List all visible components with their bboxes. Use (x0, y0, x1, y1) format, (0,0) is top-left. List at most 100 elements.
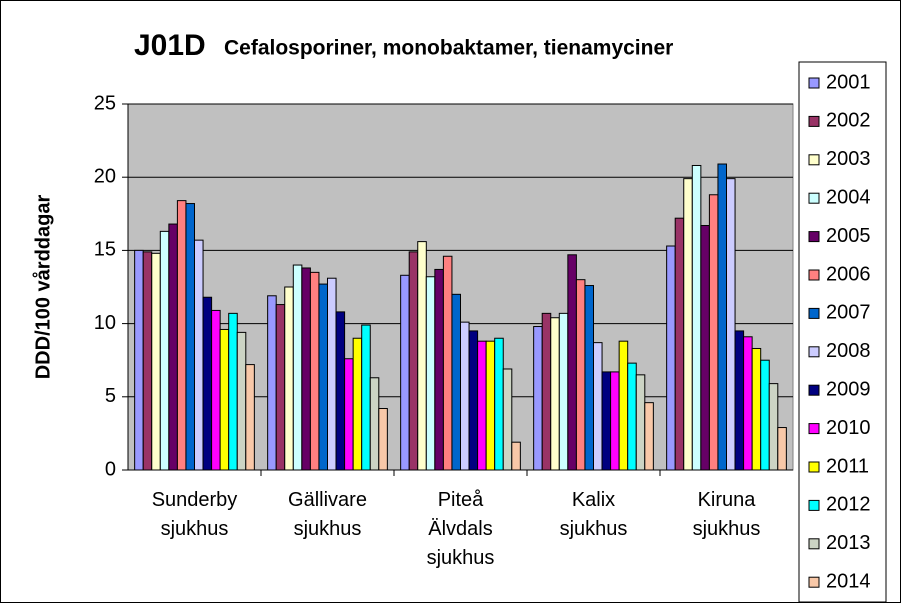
bar (159, 230, 170, 471)
bar (327, 277, 337, 471)
legend-swatch (808, 231, 820, 243)
bar (674, 217, 685, 471)
bar (245, 364, 255, 471)
bar (425, 276, 436, 471)
legend-label: 2013 (826, 532, 871, 554)
legend-label: 2007 (826, 302, 871, 324)
bar (267, 295, 277, 471)
bar (618, 340, 629, 471)
legend-swatch (808, 269, 820, 281)
bar (417, 241, 427, 471)
bar (708, 194, 719, 471)
chart-title: J01D (134, 29, 206, 62)
chart-subtitle: Cefalosporiner, monobaktamer, tienamycin… (224, 37, 673, 60)
legend-swatch (808, 538, 820, 550)
legend-label: 2010 (826, 417, 871, 439)
bar (533, 326, 543, 471)
legend-label: 2014 (826, 570, 871, 592)
bar (284, 286, 294, 471)
bar (408, 251, 419, 471)
x-tick-label: Gällivare sjukhus (288, 489, 367, 540)
legend-swatch (808, 192, 820, 204)
bar (185, 203, 195, 471)
legend-swatch (808, 77, 820, 89)
y-tick-label: 0 (105, 458, 116, 480)
legend-swatch (808, 115, 820, 127)
legend-label: 2008 (826, 340, 871, 362)
x-tick-label: Sunderby sjukhus (152, 489, 238, 540)
bar (301, 267, 311, 471)
bar (211, 309, 221, 471)
bar (335, 311, 346, 471)
bar (751, 347, 762, 471)
bar (726, 178, 736, 471)
bar (361, 324, 371, 471)
legend-swatch (808, 154, 820, 166)
y-tick-label: 15 (94, 239, 116, 261)
legend-swatch (808, 384, 820, 396)
x-tick-label: Kalix sjukhus (560, 489, 628, 540)
bar (134, 249, 144, 471)
legend-label: 2009 (826, 378, 871, 400)
bar (777, 427, 787, 471)
bar (151, 252, 161, 471)
bar (176, 200, 187, 471)
bar (635, 374, 646, 471)
bar (584, 285, 595, 471)
legend-swatch (808, 346, 820, 358)
legend-swatch (808, 461, 820, 473)
y-tick-label: 5 (105, 385, 116, 407)
bar (194, 239, 204, 471)
y-tick-label: 10 (94, 312, 116, 334)
y-tick-label: 20 (94, 165, 116, 187)
legend-label: 2003 (826, 148, 871, 170)
bar (236, 331, 247, 471)
bar (318, 283, 329, 471)
bar (292, 264, 303, 471)
bar (468, 330, 479, 471)
legend-label: 2001 (826, 71, 871, 93)
bar (683, 178, 693, 471)
bar (734, 330, 745, 471)
bar (691, 164, 702, 471)
bar (442, 255, 453, 471)
bar (451, 293, 462, 471)
legend-label: 2012 (826, 494, 871, 516)
bar (601, 371, 612, 471)
bar (485, 340, 496, 471)
bar (275, 304, 286, 471)
bar (541, 312, 552, 471)
legend-label: 2005 (826, 225, 871, 247)
bar (352, 337, 363, 471)
bar (575, 279, 586, 471)
bar (369, 377, 380, 471)
bar (700, 225, 710, 471)
legend-swatch (808, 307, 820, 319)
legend-label: 2004 (826, 186, 871, 208)
bar (502, 368, 513, 471)
bar (142, 251, 153, 471)
bar (760, 359, 770, 471)
bar (344, 358, 354, 471)
bar (593, 342, 603, 471)
legend-swatch (808, 576, 820, 588)
bar (202, 296, 213, 471)
y-axis-label: DDD/100 vårddagar (31, 195, 54, 380)
bar (309, 271, 320, 471)
bar (768, 383, 779, 471)
bar (717, 163, 728, 471)
bar (378, 408, 388, 471)
bar (168, 223, 178, 471)
bar (743, 336, 753, 471)
bar (567, 254, 577, 471)
y-tick-label: 25 (94, 92, 116, 114)
bar (494, 337, 504, 471)
bar (400, 274, 410, 471)
legend-label: 2011 (826, 455, 869, 477)
x-tick-label: Kiruna sjukhus (693, 489, 761, 540)
legend-swatch (808, 423, 820, 435)
bar (228, 312, 238, 471)
x-tick-label: Piteå Älvdals sjukhus (427, 489, 495, 569)
legend-box (798, 61, 887, 603)
bar (219, 328, 230, 471)
